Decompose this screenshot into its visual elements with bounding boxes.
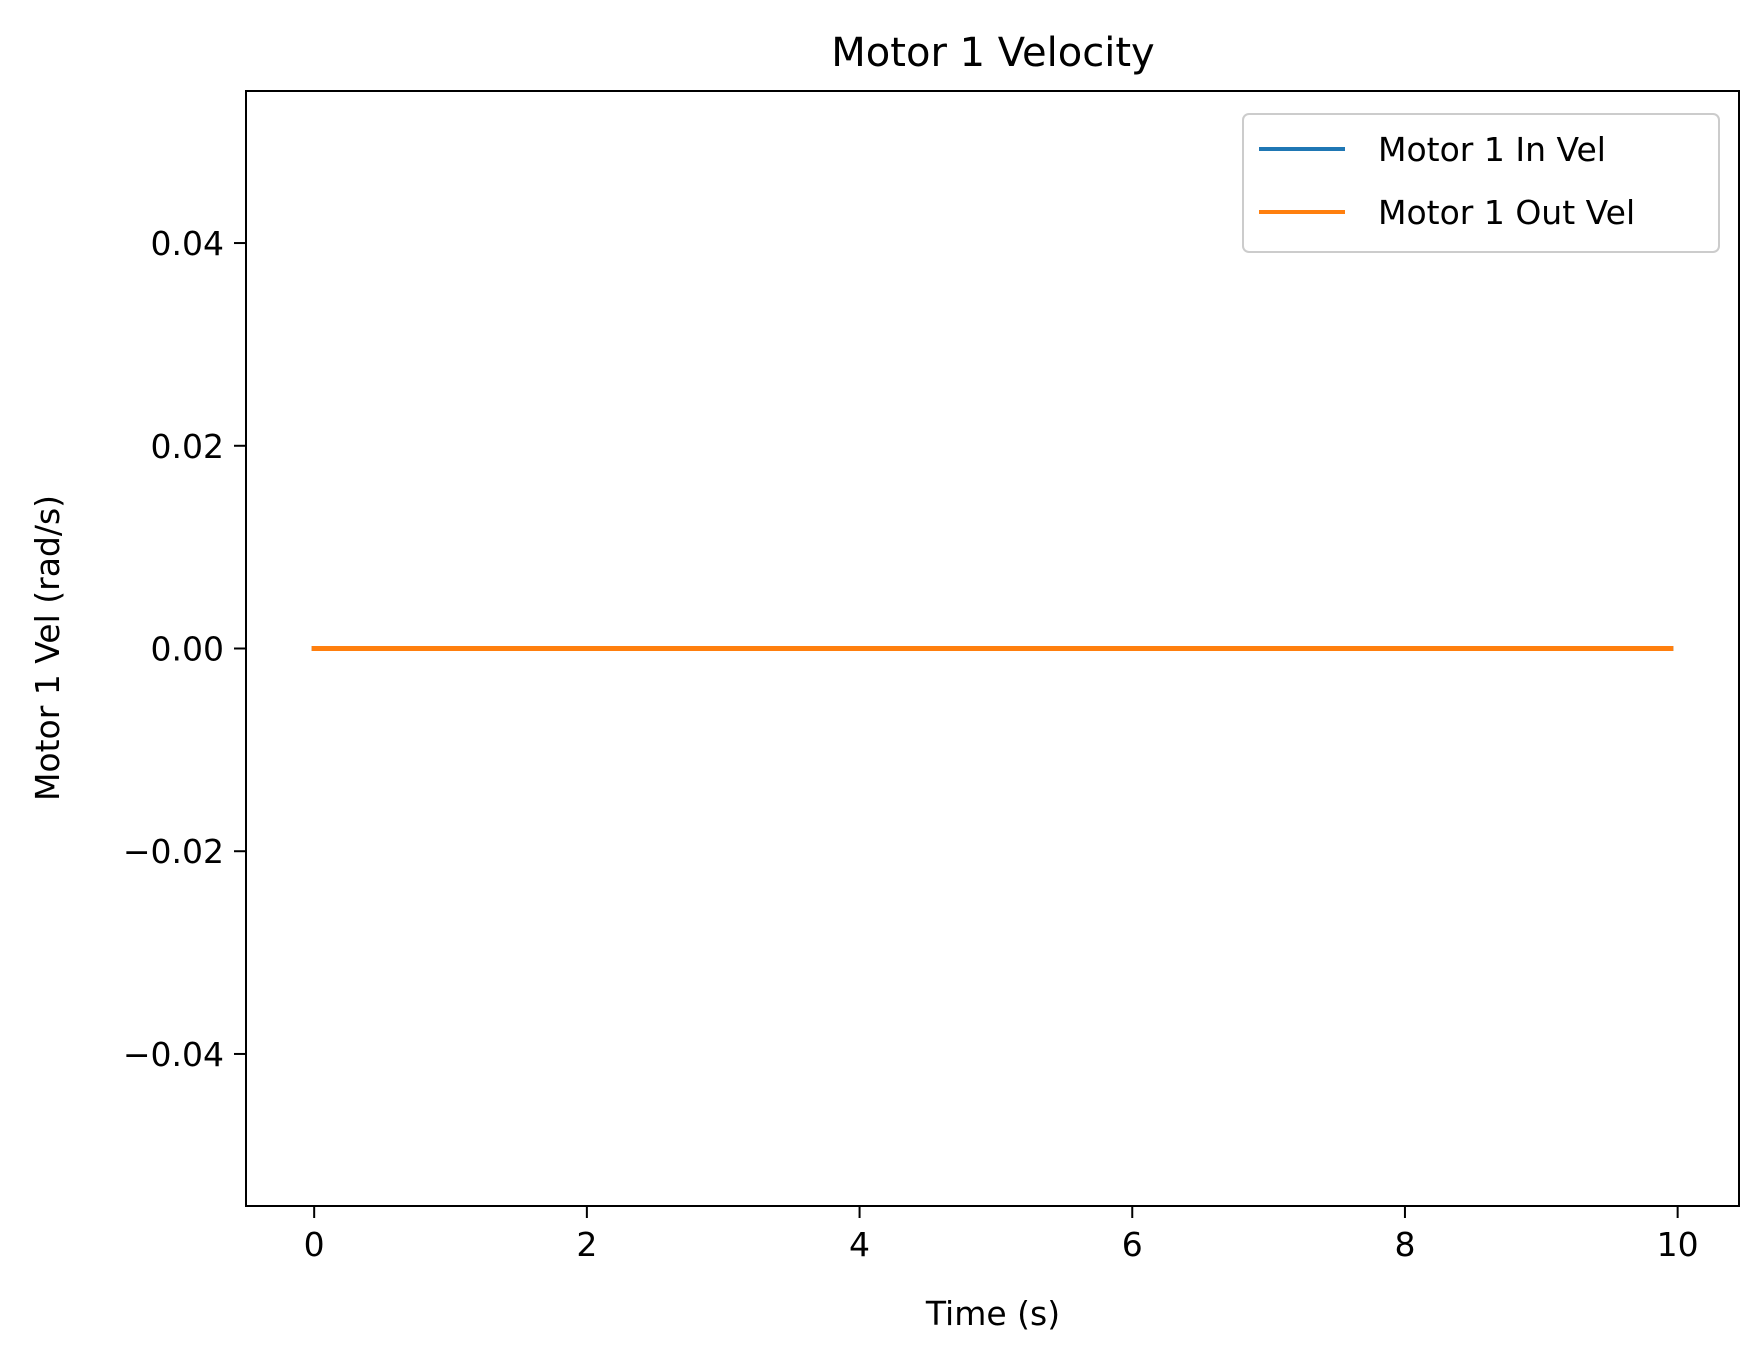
plot-area: 0 2 4 6 8 10 0.04 0.02 0.00 −0.02 −0.04: [123, 90, 1740, 1264]
x-axis: 0 2 4 6 8 10: [304, 1206, 1699, 1264]
legend-label-out-vel: Motor 1 Out Vel: [1378, 193, 1635, 232]
y-axis: 0.04 0.02 0.00 −0.02 −0.04: [123, 224, 246, 1074]
legend: Motor 1 In Vel Motor 1 Out Vel: [1242, 113, 1720, 253]
y-axis-label: Motor 1 Vel (rad/s): [28, 495, 67, 801]
x-tick-label: 8: [1394, 1225, 1415, 1264]
y-tick-label: −0.04: [123, 1035, 224, 1074]
chart-title: Motor 1 Velocity: [831, 30, 1154, 76]
legend-box: [1242, 113, 1720, 253]
x-tick-label: 2: [576, 1225, 597, 1264]
x-tick-label: 6: [1122, 1225, 1143, 1264]
legend-label-in-vel: Motor 1 In Vel: [1378, 130, 1606, 169]
y-tick-label: 0.02: [151, 427, 224, 466]
x-tick-label: 10: [1657, 1225, 1699, 1264]
y-tick-label: −0.02: [123, 832, 224, 871]
x-tick-label: 4: [849, 1225, 870, 1264]
y-tick-label: 0.00: [151, 630, 224, 669]
y-tick-label: 0.04: [151, 224, 224, 263]
x-tick-label: 0: [304, 1225, 325, 1264]
x-axis-label: Time (s): [925, 1294, 1060, 1333]
